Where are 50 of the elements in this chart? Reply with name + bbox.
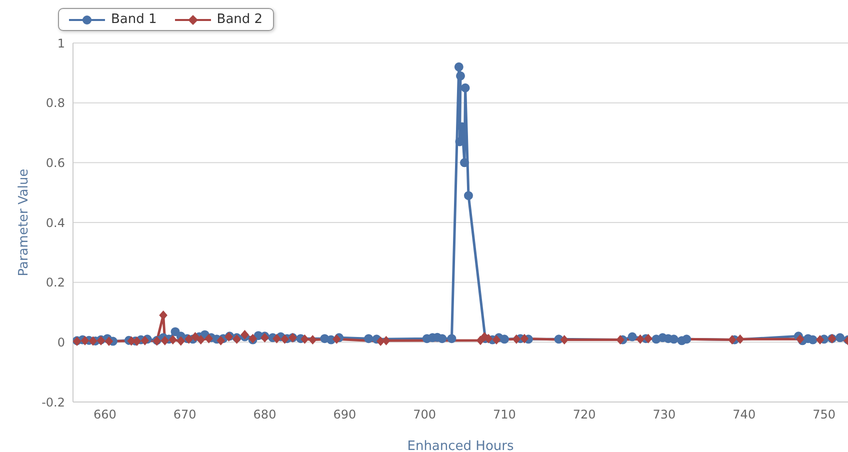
- y-tick-label: 0.6: [46, 156, 65, 170]
- x-tick-label: 700: [413, 408, 436, 422]
- y-axis-title: Parameter Value: [16, 168, 32, 276]
- point: [560, 335, 568, 344]
- y-tick-label: 1: [57, 36, 65, 50]
- y-tick-label: 0.4: [46, 216, 65, 230]
- y-tick-label: 0.2: [46, 276, 65, 290]
- legend-label: Band 1: [110, 12, 157, 27]
- x-tick-label: 670: [173, 408, 196, 422]
- point: [160, 336, 169, 346]
- x-tick-label: 720: [572, 408, 596, 422]
- point: [728, 335, 736, 344]
- point: [736, 334, 744, 344]
- point: [616, 335, 624, 344]
- point: [332, 334, 341, 344]
- point: [204, 334, 213, 344]
- point: [216, 336, 225, 346]
- point: [644, 334, 652, 344]
- y-tick-label: -0.2: [42, 395, 65, 410]
- point: [104, 336, 113, 346]
- point: [492, 335, 500, 344]
- x-tick-label: 730: [652, 408, 676, 422]
- point: [140, 336, 149, 346]
- point: [520, 334, 528, 344]
- point: [300, 334, 309, 344]
- point: [796, 334, 804, 344]
- point: [196, 335, 205, 344]
- legend-label: Band 2: [216, 12, 263, 27]
- point: [816, 335, 824, 344]
- point: [88, 336, 97, 346]
- point: [382, 336, 390, 346]
- x-tick-label: 710: [492, 408, 516, 422]
- x-tick-label: 750: [812, 408, 836, 422]
- point: [376, 336, 385, 346]
- x-tick-label: 740: [732, 408, 756, 422]
- y-tick-label: 0.8: [46, 96, 65, 110]
- point: [272, 334, 281, 344]
- point: [176, 336, 185, 346]
- point: [80, 336, 89, 346]
- x-axis-title: Enhanced Hours: [407, 439, 514, 452]
- point: [308, 335, 317, 344]
- x-tick-label: 660: [94, 408, 116, 422]
- x-tick-label: 680: [253, 408, 276, 422]
- point: [280, 334, 289, 344]
- point: [636, 334, 644, 344]
- point: [191, 332, 200, 342]
- point: [168, 335, 177, 344]
- point: [512, 334, 520, 344]
- y-tick-label: 0: [57, 335, 65, 350]
- x-tick-label: 690: [333, 408, 356, 422]
